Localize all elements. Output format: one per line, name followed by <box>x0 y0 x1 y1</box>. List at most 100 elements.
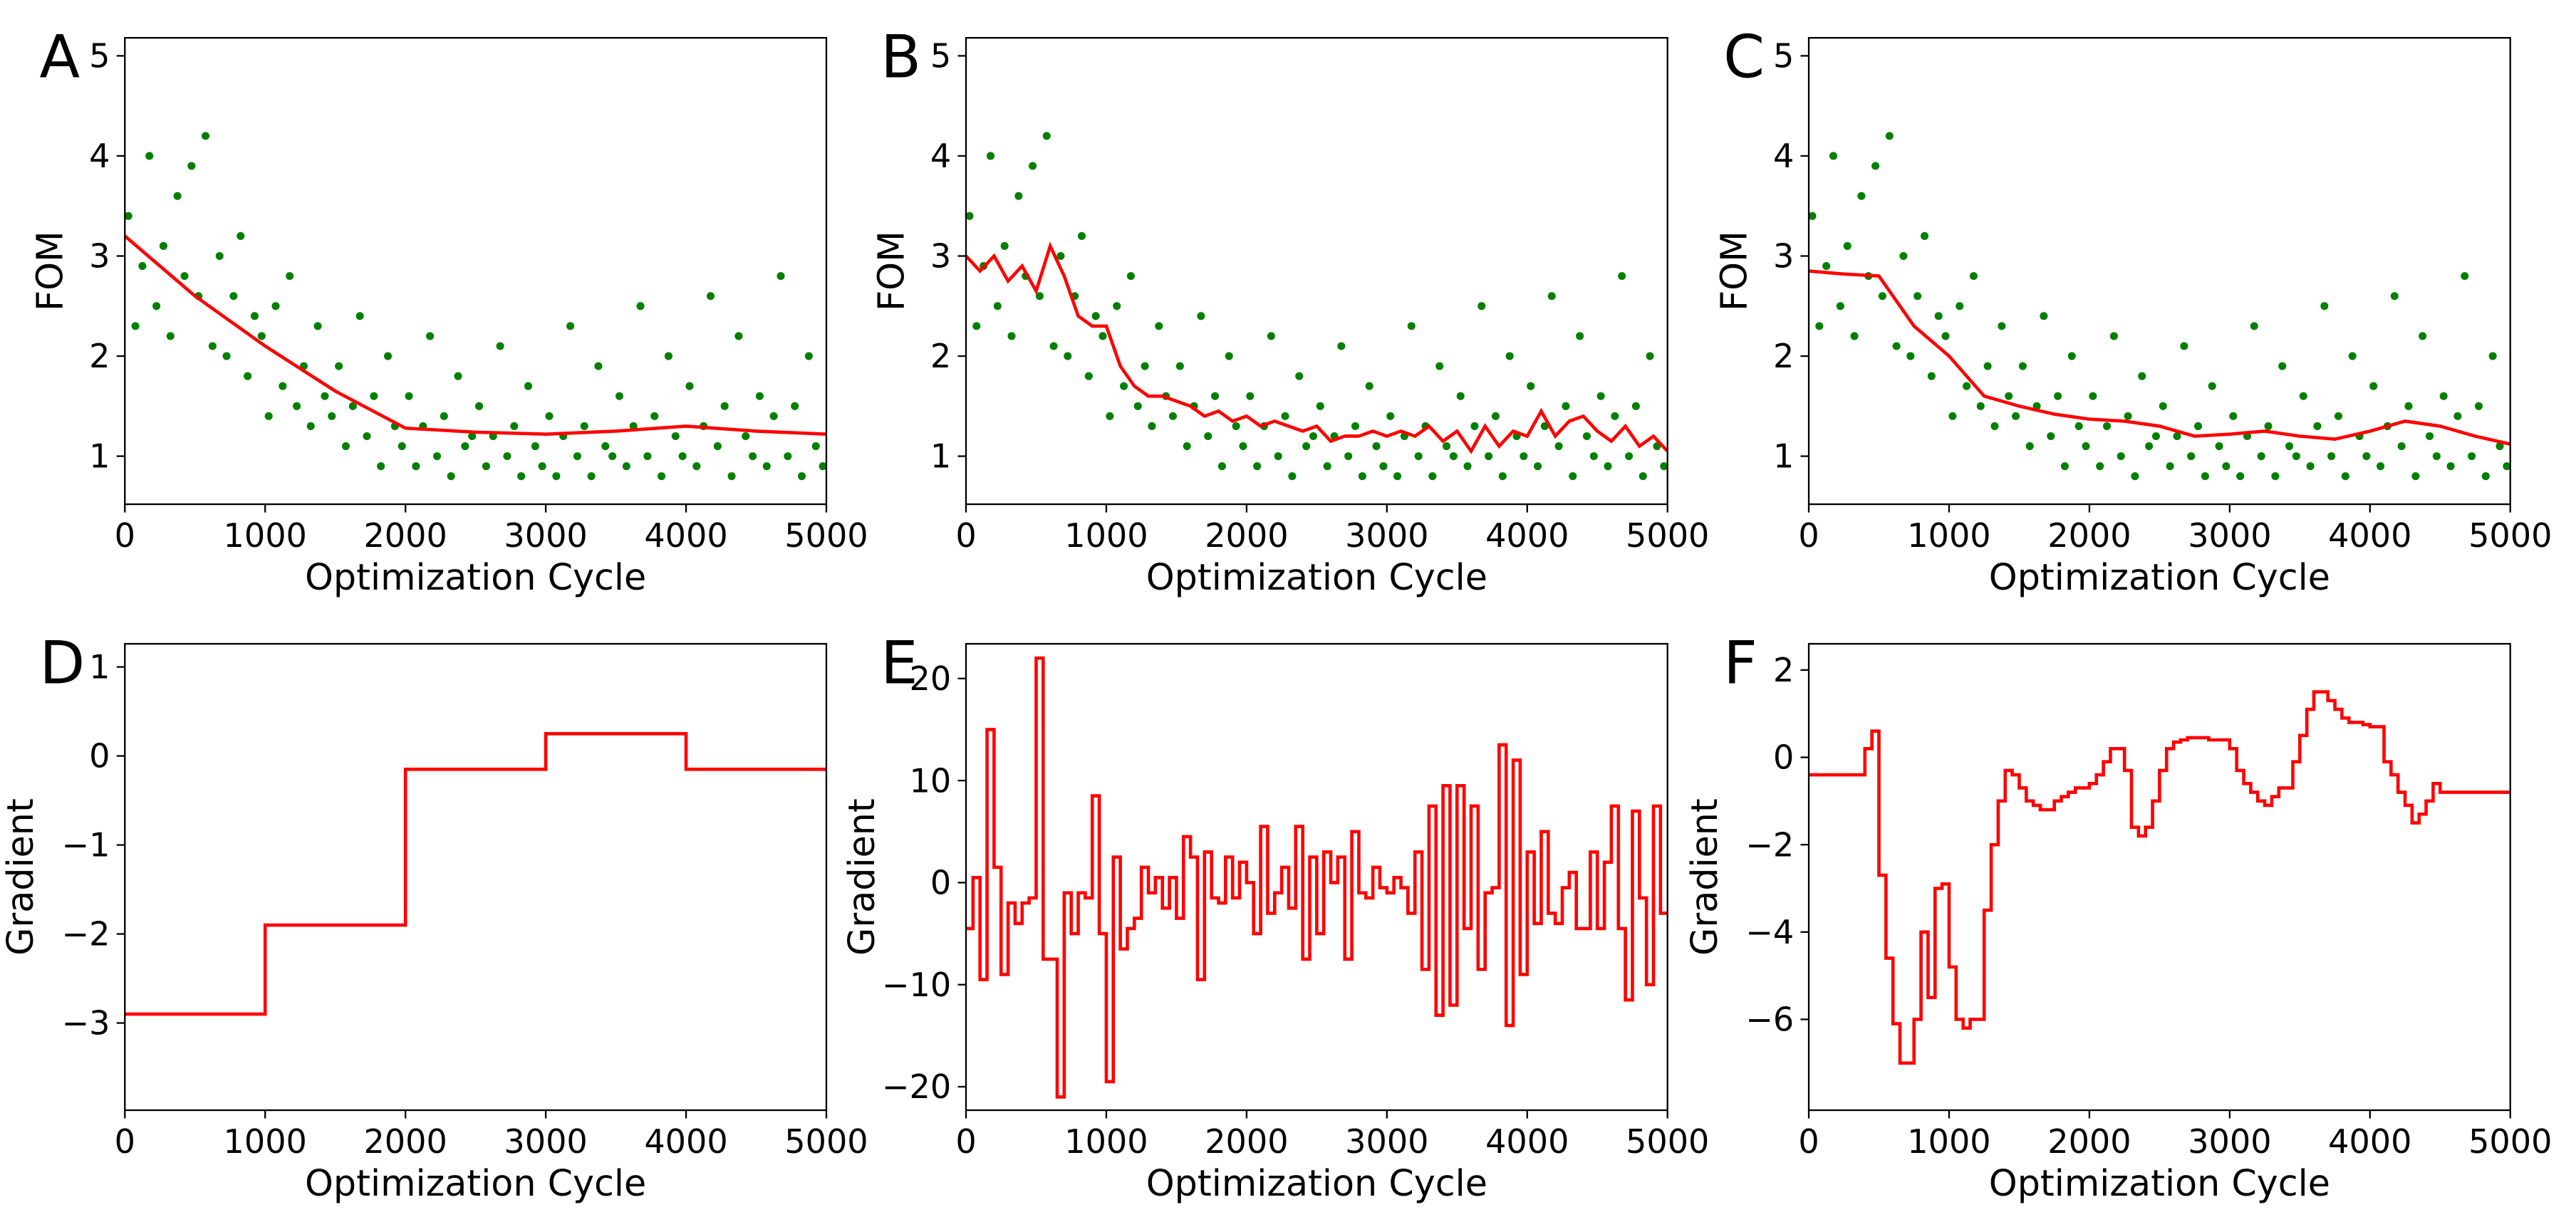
x-tick-label: 3000 <box>2188 516 2271 555</box>
data-point <box>510 422 519 430</box>
data-point <box>370 392 378 400</box>
data-line <box>966 656 1668 1099</box>
data-point <box>363 432 371 441</box>
data-point <box>166 332 175 340</box>
data-point <box>1554 442 1563 451</box>
data-point <box>2397 442 2406 451</box>
data-point <box>2419 332 2427 340</box>
data-point <box>1042 132 1051 140</box>
data-point <box>1920 231 1929 240</box>
plot-frame <box>965 642 1668 1112</box>
data-point <box>2348 352 2357 360</box>
data-point <box>791 402 799 410</box>
data-point <box>622 462 630 471</box>
data-point <box>292 402 301 410</box>
data-point <box>321 392 329 400</box>
x-axis-label: Optimization Cycle <box>305 1162 646 1204</box>
data-point <box>237 231 245 240</box>
data-point <box>706 292 715 301</box>
y-tick-label: 20 <box>910 659 952 698</box>
data-point <box>1809 211 1817 220</box>
data-point <box>517 472 526 481</box>
data-point <box>671 432 680 441</box>
data-point <box>685 382 694 390</box>
data-point <box>1604 462 1612 471</box>
x-tick-label: 1000 <box>1064 1122 1148 1161</box>
data-point <box>1829 152 1838 160</box>
data-point <box>2096 462 2104 471</box>
y-tick-label: 1 <box>1773 437 1794 476</box>
data-point <box>461 442 469 451</box>
data-point <box>972 322 981 330</box>
data-point <box>2250 322 2258 330</box>
x-tick-label: 0 <box>955 1122 976 1161</box>
data-point <box>2187 452 2196 461</box>
data-point <box>187 162 196 170</box>
x-tick-label: 3000 <box>1345 516 1428 555</box>
x-tick-label: 5000 <box>784 1122 868 1161</box>
data-point <box>749 452 757 461</box>
y-tick-label: 4 <box>930 137 951 175</box>
data-point <box>1562 402 1570 410</box>
data-point <box>125 211 133 220</box>
data-point <box>1491 412 1500 420</box>
data-point <box>432 452 441 461</box>
data-point <box>1899 251 1908 261</box>
data-point <box>1569 472 1577 481</box>
data-point <box>229 292 238 301</box>
y-tick-label: 2 <box>930 337 951 375</box>
data-point <box>1120 382 1128 390</box>
x-tick-label: 4000 <box>644 1122 727 1161</box>
panel-label: B <box>881 22 921 91</box>
data-point <box>531 442 539 451</box>
data-point <box>1141 362 1149 370</box>
data-point <box>797 472 806 481</box>
y-tick-label: 0 <box>89 737 110 775</box>
data-point <box>2173 432 2181 441</box>
data-point <box>2025 442 2034 451</box>
data-point <box>2117 452 2125 461</box>
x-tick-label: 0 <box>955 516 976 555</box>
data-point <box>264 412 273 420</box>
x-tick-label: 2000 <box>1205 516 1288 555</box>
data-point <box>1948 412 1957 420</box>
plot-area <box>1809 132 2510 481</box>
data-point <box>2404 402 2413 410</box>
data-point <box>2306 462 2315 471</box>
data-point <box>1547 292 1556 301</box>
y-tick-label: 4 <box>89 137 110 175</box>
data-point <box>2488 352 2497 360</box>
data-point <box>678 452 687 461</box>
data-point <box>1365 382 1373 390</box>
data-line <box>125 732 826 1016</box>
data-point <box>1449 452 1458 461</box>
data-point <box>608 452 617 461</box>
data-point <box>587 472 596 481</box>
data-point <box>1638 472 1647 481</box>
data-point <box>1646 352 1654 360</box>
y-tick-label: 2 <box>89 337 110 375</box>
x-axis-label: Optimization Cycle <box>1146 1162 1487 1204</box>
panel-label: D <box>39 628 85 697</box>
data-point <box>355 312 364 320</box>
data-point <box>1351 422 1360 430</box>
data-point <box>306 422 315 430</box>
data-point <box>1576 332 1584 340</box>
data-point <box>440 412 448 420</box>
data-point <box>1976 402 1985 410</box>
data-point <box>580 422 588 430</box>
data-point <box>201 132 210 140</box>
x-tick-label: 0 <box>115 1122 135 1161</box>
data-point <box>1316 402 1324 410</box>
data-point <box>2089 392 2097 400</box>
data-point <box>573 452 581 461</box>
x-axis-label: Optimization Cycle <box>1989 556 2330 598</box>
data-point <box>2067 352 2076 360</box>
data-point <box>2054 392 2062 400</box>
data-point <box>2018 362 2027 370</box>
data-point <box>2124 412 2132 420</box>
y-tick-label: −2 <box>1745 825 1794 864</box>
data-point <box>1323 462 1331 471</box>
data-point <box>2474 402 2483 410</box>
data-point <box>2432 452 2441 461</box>
